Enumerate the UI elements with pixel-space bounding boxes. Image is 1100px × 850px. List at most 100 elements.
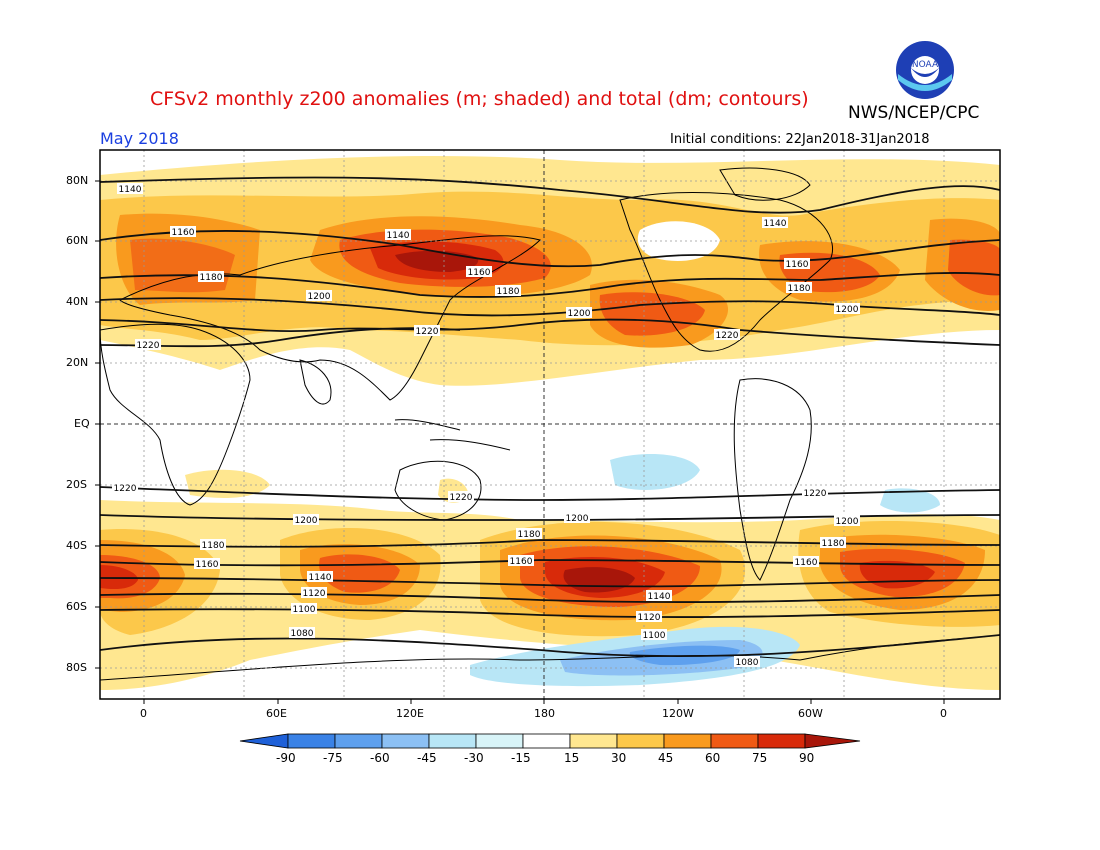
contour-label: 1100 xyxy=(641,629,667,641)
contour-label: 1180 xyxy=(786,282,812,294)
svg-text:1120: 1120 xyxy=(638,613,661,623)
svg-text:1200: 1200 xyxy=(836,305,859,315)
contour-label: 1200 xyxy=(834,303,860,315)
axis-ticks xyxy=(95,180,945,704)
contour-label: 1140 xyxy=(646,590,672,602)
lat-label: 20S xyxy=(66,478,87,491)
contour-label: 1160 xyxy=(466,266,492,278)
contour-label: 1200 xyxy=(293,514,319,526)
contour-label: 1180 xyxy=(820,537,846,549)
contour-label: 1120 xyxy=(636,611,662,623)
lat-label: 80N xyxy=(66,174,89,187)
colorbar-label: 30 xyxy=(611,751,627,765)
svg-text:1100: 1100 xyxy=(293,605,316,615)
svg-text:1220: 1220 xyxy=(716,331,739,341)
colorbar-label: -45 xyxy=(417,751,437,765)
colorbar-label: -30 xyxy=(464,751,484,765)
lon-label: 0 xyxy=(940,707,947,720)
colorbar-label: -75 xyxy=(323,751,343,765)
colorbar xyxy=(239,733,861,749)
height-contours xyxy=(100,176,1000,658)
lon-label: 60E xyxy=(266,707,287,720)
svg-text:1120: 1120 xyxy=(303,589,326,599)
contour-label: 1140 xyxy=(117,183,143,195)
svg-text:1220: 1220 xyxy=(137,341,160,351)
svg-text:1200: 1200 xyxy=(295,516,318,526)
svg-text:1220: 1220 xyxy=(804,489,827,499)
page-title: CFSv2 monthly z200 anomalies (m; shaded)… xyxy=(150,88,809,110)
lat-label: 60S xyxy=(66,600,87,613)
svg-text:1140: 1140 xyxy=(387,231,410,241)
lon-label: 180 xyxy=(534,707,555,720)
contour-label: 1220 xyxy=(414,325,440,337)
svg-text:1100: 1100 xyxy=(643,631,666,641)
colorbar-arrow-right xyxy=(804,733,861,749)
month-label: May 2018 xyxy=(100,129,179,148)
contour-label: 1160 xyxy=(793,556,819,568)
svg-text:1140: 1140 xyxy=(119,185,142,195)
svg-text:1140: 1140 xyxy=(648,592,671,602)
svg-text:1160: 1160 xyxy=(196,560,219,570)
grid-lines xyxy=(100,150,1000,699)
svg-text:1080: 1080 xyxy=(291,629,314,639)
svg-text:1180: 1180 xyxy=(822,539,845,549)
lat-label: 80S xyxy=(66,661,87,674)
colorbar-label: 60 xyxy=(705,751,721,765)
svg-text:1160: 1160 xyxy=(172,228,195,238)
svg-text:1180: 1180 xyxy=(202,541,225,551)
lon-label: 120E xyxy=(396,707,424,720)
svg-text:1160: 1160 xyxy=(795,558,818,568)
contour-label: 1140 xyxy=(762,217,788,229)
lat-label: EQ xyxy=(74,417,90,430)
colorbar-label: 15 xyxy=(564,751,580,765)
svg-text:1160: 1160 xyxy=(510,557,533,567)
contour-label: 1140 xyxy=(307,571,333,583)
colorbar-label: 90 xyxy=(799,751,815,765)
contour-label: 1200 xyxy=(564,512,590,524)
contour-label: 1180 xyxy=(495,285,521,297)
svg-text:1180: 1180 xyxy=(200,273,223,283)
colorbar-label: 45 xyxy=(658,751,674,765)
svg-text:1080: 1080 xyxy=(736,658,759,668)
contour-label: 1220 xyxy=(135,339,161,351)
svg-text:1160: 1160 xyxy=(786,260,809,270)
equator-dateline xyxy=(100,150,1000,699)
lat-label: 20N xyxy=(66,356,89,369)
lon-label: 120W xyxy=(662,707,694,720)
contour-label: 1180 xyxy=(516,528,542,540)
contour-label: 1120 xyxy=(301,587,327,599)
lon-label: 60W xyxy=(798,707,823,720)
lat-label: 40S xyxy=(66,539,87,552)
svg-text:1220: 1220 xyxy=(114,484,137,494)
agency-label: NWS/NCEP/CPC xyxy=(848,103,980,123)
lat-label: 60N xyxy=(66,234,89,247)
contour-label: 1160 xyxy=(508,555,534,567)
contour-label: 1220 xyxy=(112,482,138,494)
svg-text:1200: 1200 xyxy=(566,514,589,524)
contour-label: 1200 xyxy=(566,307,592,319)
svg-text:1160: 1160 xyxy=(468,268,491,278)
svg-text:1180: 1180 xyxy=(788,284,811,294)
contour-label: 1160 xyxy=(784,258,810,270)
colorbar-label: -15 xyxy=(511,751,531,765)
svg-text:1180: 1180 xyxy=(518,530,541,540)
svg-text:1180: 1180 xyxy=(497,287,520,297)
contour-label: 1160 xyxy=(194,558,220,570)
svg-text:1200: 1200 xyxy=(836,517,859,527)
svg-text:1140: 1140 xyxy=(764,219,787,229)
contour-label: 1220 xyxy=(448,491,474,503)
contour-label: 1100 xyxy=(291,603,317,615)
contour-label: 1160 xyxy=(170,226,196,238)
contour-label: 1220 xyxy=(714,329,740,341)
contour-labels: 1140 1160 1140 1180 1160 1200 1180 1200 … xyxy=(112,183,860,668)
initial-conditions-label: Initial conditions: 22Jan2018-31Jan2018 xyxy=(670,132,930,147)
svg-text:NOAA: NOAA xyxy=(912,60,939,70)
contour-label: 1180 xyxy=(198,271,224,283)
colorbar-label: -90 xyxy=(276,751,296,765)
svg-text:1200: 1200 xyxy=(308,292,331,302)
svg-text:1220: 1220 xyxy=(416,327,439,337)
noaa-logo-icon: NOAA xyxy=(896,41,954,99)
contour-label: 1080 xyxy=(289,627,315,639)
colorbar-label: 75 xyxy=(752,751,768,765)
